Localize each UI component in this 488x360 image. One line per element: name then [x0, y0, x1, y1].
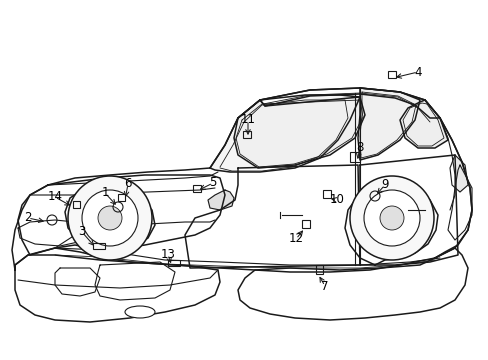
Bar [243, 131, 250, 138]
Text: 1: 1 [101, 186, 108, 199]
Text: 4: 4 [413, 66, 421, 78]
Circle shape [379, 206, 403, 230]
Polygon shape [234, 97, 364, 168]
Polygon shape [449, 155, 467, 192]
Polygon shape [65, 188, 155, 250]
Bar [323, 190, 330, 198]
Text: 11: 11 [240, 113, 255, 126]
Bar [387, 71, 395, 78]
Polygon shape [12, 88, 471, 272]
Polygon shape [209, 95, 359, 172]
Polygon shape [447, 165, 471, 240]
Bar [93, 243, 105, 249]
Polygon shape [238, 248, 467, 320]
Bar [193, 185, 201, 192]
Bar [118, 194, 125, 201]
Polygon shape [18, 220, 82, 246]
Polygon shape [18, 175, 224, 255]
Text: 14: 14 [47, 190, 62, 203]
Text: 10: 10 [329, 193, 344, 207]
Polygon shape [184, 165, 359, 268]
Polygon shape [357, 88, 419, 160]
Polygon shape [15, 255, 220, 322]
Bar [73, 201, 80, 208]
Bar [168, 260, 180, 266]
Text: 6: 6 [124, 177, 131, 190]
Circle shape [68, 176, 152, 260]
Text: 8: 8 [356, 141, 363, 154]
Ellipse shape [125, 306, 155, 318]
Polygon shape [359, 155, 457, 265]
Polygon shape [399, 100, 447, 148]
Circle shape [98, 206, 122, 230]
Text: 2: 2 [24, 211, 32, 225]
Bar [315, 265, 323, 274]
Polygon shape [207, 190, 234, 210]
Bar [349, 152, 359, 162]
Text: 5: 5 [209, 176, 216, 189]
Circle shape [363, 190, 419, 246]
Circle shape [82, 190, 138, 246]
Bar [302, 220, 309, 228]
Polygon shape [345, 186, 437, 265]
Text: 9: 9 [381, 179, 388, 192]
Circle shape [349, 176, 433, 260]
Text: 3: 3 [78, 225, 85, 238]
Text: 12: 12 [288, 233, 303, 246]
Text: 13: 13 [160, 248, 175, 261]
Text: 7: 7 [321, 279, 328, 292]
Polygon shape [260, 88, 439, 118]
